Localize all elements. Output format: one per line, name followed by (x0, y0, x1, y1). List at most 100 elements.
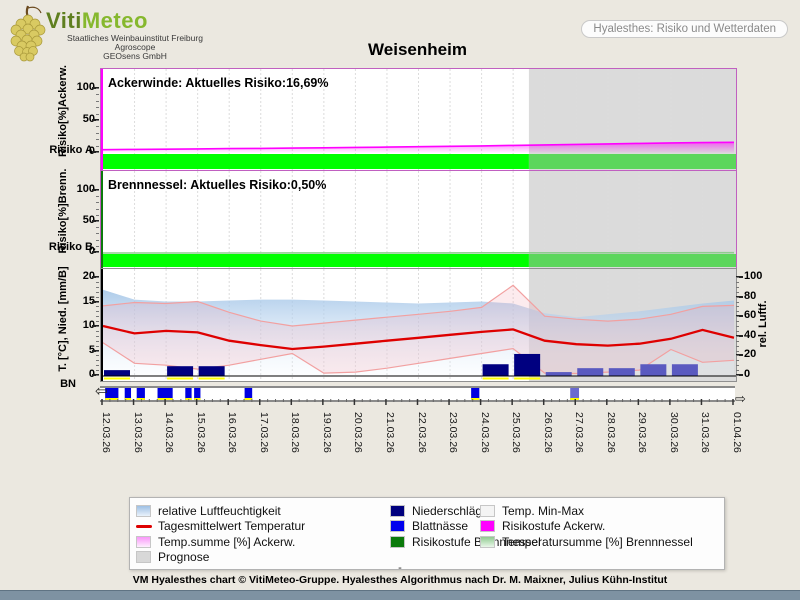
y-minor-tick (96, 281, 99, 283)
y-minor-tick (96, 291, 99, 293)
x-tick-label: 21.03.26 (383, 412, 396, 453)
y-minor-tick (96, 100, 99, 102)
legend-column-2: Niederschläge Blattnässe Risikostufe Brenn… (390, 503, 541, 550)
y-minor-tick (736, 365, 739, 367)
y-minor-tick (96, 286, 99, 288)
weather-chart (100, 268, 737, 382)
y-minor-tick (96, 311, 99, 313)
x-tick-label: 28.03.26 (604, 412, 617, 453)
y-tick-mark (92, 251, 99, 253)
y-minor-tick (96, 221, 99, 222)
y-tick-label-right: 0 (744, 368, 751, 380)
grape-logo-icon (10, 5, 46, 62)
legend-item: Niederschläge (390, 503, 541, 519)
y-tick-mark (736, 295, 743, 298)
logo-word-viti: Viti (46, 8, 82, 33)
y-minor-tick (96, 245, 99, 247)
x-tick-label: 25.03.26 (510, 412, 523, 453)
legend-swatch (480, 535, 495, 548)
y-minor-tick (96, 306, 99, 308)
y-minor-tick (96, 152, 99, 153)
y-tick-mark (92, 325, 99, 327)
y-minor-tick (96, 196, 99, 198)
x-tick-label: 23.03.26 (447, 412, 460, 453)
y-tick-label: 15 (82, 294, 95, 307)
x-tick-label: 29.03.26 (636, 412, 649, 453)
leaf-wetness-label: BN (60, 378, 76, 390)
y-minor-tick (736, 301, 739, 303)
y-minor-tick (96, 365, 99, 367)
y-tick-label-right: 60 (744, 309, 757, 322)
ackerwinde-corner-label: Risiko A. (49, 144, 96, 156)
y-minor-tick (96, 301, 99, 303)
legend-label: Risikostufe Brennnessel (412, 534, 541, 549)
y-tick-mark (92, 349, 99, 352)
legend-item: Tagesmittelwert Temperatur (136, 519, 305, 535)
x-tick-label: 20.03.26 (352, 412, 365, 453)
y-minor-tick (96, 214, 99, 216)
y-tick-label: 10 (82, 319, 95, 331)
legend-label: Risikostufe Ackerw. (502, 519, 606, 534)
y-minor-tick (96, 88, 99, 89)
x-tick-label: 31.03.26 (699, 412, 712, 453)
logo-wordmark: VitiMeteo (46, 8, 148, 34)
y-minor-tick (736, 345, 739, 347)
y-tick-label: 0 (55, 145, 95, 157)
y-minor-tick (736, 370, 739, 372)
y-minor-tick (96, 139, 99, 141)
legend: relative Luftfeuchtigkeit Tagesmittelwert… (129, 497, 725, 570)
y-minor-tick (96, 94, 99, 96)
y-tick-mark (92, 374, 99, 376)
y-minor-tick (96, 330, 99, 332)
y-minor-tick (736, 350, 739, 352)
y-minor-tick (96, 252, 99, 253)
y-minor-tick (96, 239, 99, 241)
x-tick-label: 24.03.26 (478, 412, 491, 453)
y-minor-tick (96, 370, 99, 372)
x-tick-label: 26.03.26 (541, 412, 554, 453)
y-minor-tick (96, 190, 99, 191)
scroll-left-arrow-icon[interactable]: ⇦ (95, 383, 108, 400)
y-minor-tick (736, 281, 739, 283)
y-minor-tick (96, 208, 99, 210)
y-minor-tick (96, 113, 99, 115)
legend-swatch (136, 504, 151, 517)
y-tick-label: 50 (82, 214, 95, 226)
scroll-right-arrow-icon[interactable]: ⇨ (735, 391, 746, 406)
y-tick-label-right: 20 (744, 348, 757, 361)
legend-swatch (136, 551, 151, 564)
y-tick-mark (736, 334, 743, 337)
y-tick-mark (92, 151, 99, 153)
y-minor-tick (736, 375, 739, 376)
legend-label: Tagesmittelwert Temperatur (158, 519, 306, 534)
y-tick-mark (736, 354, 743, 357)
x-tick-label: 12.03.26 (100, 412, 112, 453)
y-minor-tick (96, 132, 99, 134)
y-minor-tick (96, 145, 99, 147)
logo-subtitle-1: Staatliches Weinbauinstitut Freiburg (67, 33, 203, 43)
x-tick-label: 15.03.26 (194, 412, 207, 453)
y-tick-mark (92, 300, 99, 303)
y-tick-mark (92, 119, 99, 121)
y-minor-tick (96, 335, 99, 337)
y-minor-tick (96, 202, 99, 204)
y-minor-tick (736, 360, 739, 362)
legend-swatch (390, 520, 405, 533)
x-tick-label: 16.03.26 (226, 412, 239, 453)
legend-swatch (390, 504, 405, 517)
legend-swatch (136, 535, 151, 548)
y-minor-tick (96, 227, 99, 229)
y-tick-mark (736, 315, 743, 318)
y-tick-label-right: 40 (744, 328, 757, 341)
ackerwinde-risk-chart (100, 68, 737, 172)
legend-item: Risikostufe Ackerw. (480, 519, 693, 535)
logo-word-meteo: Meteo (81, 8, 148, 33)
y-minor-tick (96, 316, 99, 318)
y-tick-label-right: 80 (744, 289, 757, 302)
y-minor-tick (736, 277, 739, 278)
y-minor-tick (96, 296, 99, 298)
y-minor-tick (736, 330, 739, 332)
legend-swatch (480, 520, 495, 533)
legend-label: relative Luftfeuchtigkeit (158, 503, 281, 518)
legend-item: Prognose (136, 550, 305, 566)
